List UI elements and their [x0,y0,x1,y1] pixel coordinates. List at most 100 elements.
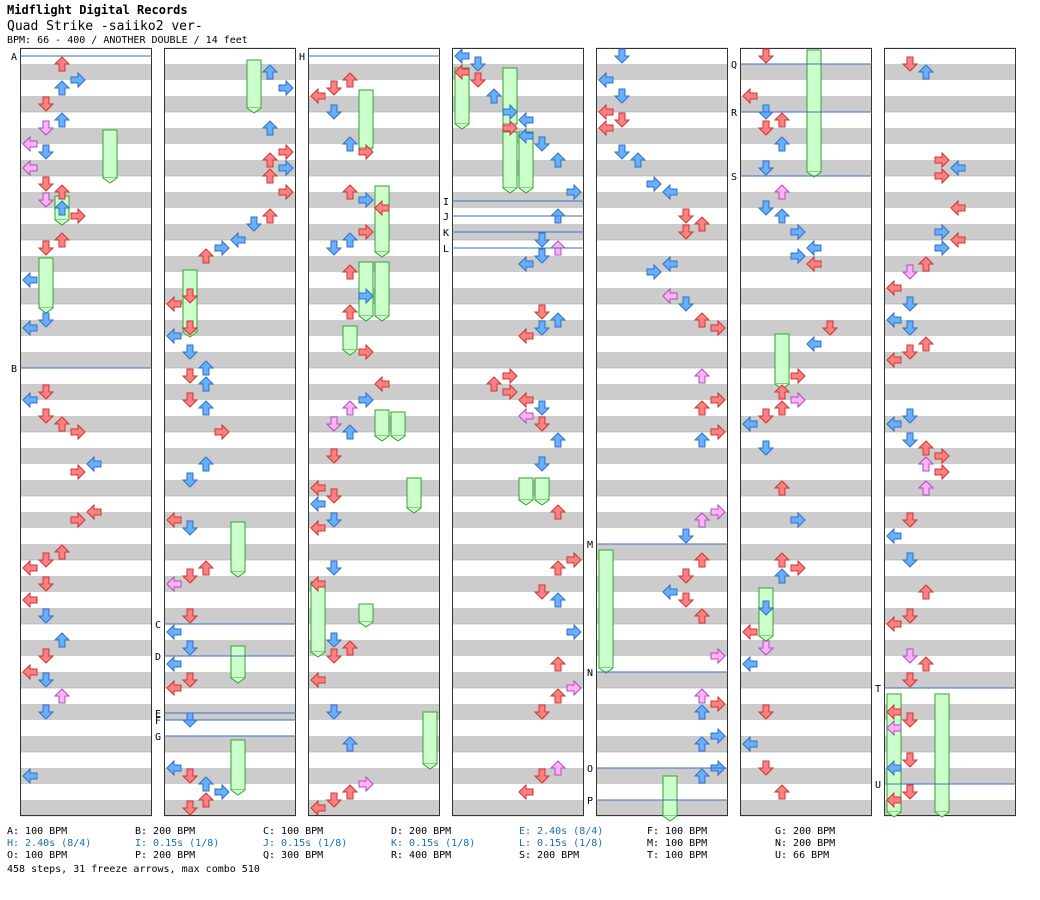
step-arrow [806,255,822,273]
stripe-band [740,416,872,432]
freeze-arrow [598,549,614,669]
step-arrow [70,423,86,441]
step-arrow [325,240,343,256]
step-arrow [901,648,919,664]
step-arrow [757,760,775,776]
step-arrow [533,304,551,320]
step-arrow [341,784,359,800]
freeze-arrow [774,333,790,385]
step-arrow [886,351,902,369]
step-arrow [790,511,806,529]
step-arrow [53,688,71,704]
marker-label-K: K [443,228,449,239]
stripe-band [884,384,1016,400]
step-arrow [901,752,919,768]
step-arrow [325,104,343,120]
step-arrow [693,704,711,720]
step-arrow [166,575,182,593]
step-arrow [485,376,503,392]
step-arrow [197,360,215,376]
step-arrow [341,72,359,88]
stripe-band [308,448,440,464]
step-arrow [901,672,919,688]
step-arrow [37,312,55,328]
stripe-band [884,256,1016,272]
stripe-band [20,192,152,208]
step-arrow [533,584,551,600]
freeze-arrow-tail [598,667,614,674]
freeze-arrow [518,477,534,501]
step-arrow [325,512,343,528]
step-arrow [773,400,791,416]
stripe-band [596,256,728,272]
stripe-band [740,640,872,656]
step-arrow [245,216,263,232]
stripe-band [452,384,584,400]
stripe-band [596,608,728,624]
stripe-band [308,192,440,208]
step-arrow [790,223,806,241]
column-border [596,48,728,816]
step-arrow [677,208,695,224]
freeze-arrow-tail [374,251,390,258]
step-arrow [710,319,726,337]
stripe-band [740,480,872,496]
stripe-band [452,512,584,528]
step-arrow [693,432,711,448]
stripe-band [884,320,1016,336]
step-arrow [693,552,711,568]
step-arrow [549,432,567,448]
stripe-band [884,640,1016,656]
marker-label-B: B [11,364,17,375]
step-arrow [37,552,55,568]
stripe-band [164,384,296,400]
step-arrow [22,767,38,785]
step-arrow [325,488,343,504]
step-arrow [901,608,919,624]
step-arrow [341,264,359,280]
legend-entry: U: 66 BPM [775,850,830,861]
stripe-band [596,320,728,336]
column-border [20,48,152,816]
step-arrow [886,415,902,433]
stripe-band [884,96,1016,112]
step-arrow [533,768,551,784]
freeze-arrow-tail [230,789,246,796]
step-arrow [181,672,199,688]
step-arrow [886,311,902,329]
stripe-band [740,320,872,336]
stripe-band [20,96,152,112]
stripe-band [596,640,728,656]
freeze-arrow-tail [358,621,374,628]
step-arrow [886,279,902,297]
step-arrow [214,423,230,441]
freeze-arrow [374,261,390,317]
column-border [740,48,872,816]
step-arrow [502,103,518,121]
step-arrow [662,255,678,273]
stripe-band [740,64,872,80]
stripe-band [884,544,1016,560]
stripe-band [452,96,584,112]
stripe-band [308,672,440,688]
step-arrow [469,72,487,88]
stripe-band [452,544,584,560]
marker-label-P: P [587,796,593,807]
stripe-band [308,352,440,368]
step-arrow [197,400,215,416]
stripe-band [308,512,440,528]
publisher-title: Midflight Digital Records [7,3,188,17]
step-arrow [22,319,38,337]
legend-entry: E: 2.40s (8/4) [519,826,604,837]
step-arrow [278,159,294,177]
stripe-band [884,288,1016,304]
stripe-band [596,736,728,752]
step-arrow [934,167,950,185]
step-arrow [613,88,631,104]
step-arrow [742,87,758,105]
stripe-band [164,640,296,656]
freeze-arrow [230,645,246,679]
step-arrow [790,391,806,409]
step-arrow [518,407,534,425]
